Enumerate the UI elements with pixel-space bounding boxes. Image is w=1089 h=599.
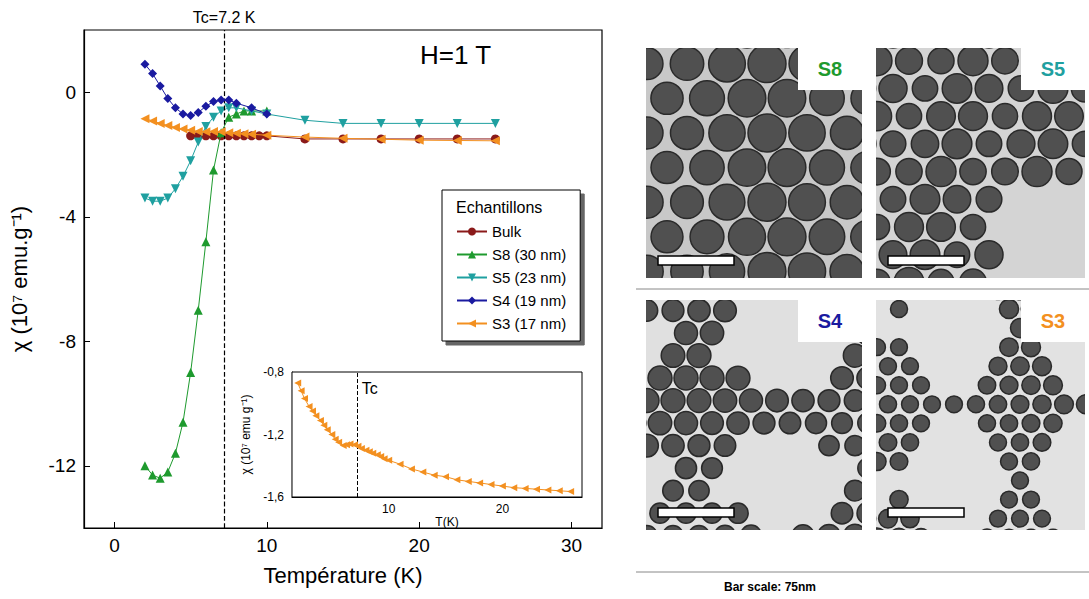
svg-text:S5: S5: [1041, 58, 1065, 80]
svg-text:-12: -12: [49, 455, 76, 476]
svg-text:-8: -8: [59, 331, 76, 352]
svg-text:H=1 T: H=1 T: [420, 40, 491, 70]
svg-text:-0,8: -0,8: [263, 365, 284, 379]
svg-text:-4: -4: [59, 206, 76, 227]
svg-text:S4: S4: [818, 310, 843, 332]
svg-text:0: 0: [109, 535, 120, 556]
svg-text:S3: S3: [1041, 310, 1065, 332]
svg-text:20: 20: [409, 535, 430, 556]
svg-text:30: 30: [561, 535, 582, 556]
svg-text:Tc: Tc: [362, 380, 378, 397]
svg-text:S3 (17 nm): S3 (17 nm): [492, 315, 566, 332]
svg-text:S8: S8: [818, 58, 842, 80]
svg-text:10: 10: [256, 535, 277, 556]
svg-text:χ (10⁷ emu.g⁻¹): χ (10⁷ emu.g⁻¹): [7, 206, 32, 352]
svg-text:-1,6: -1,6: [263, 490, 284, 504]
svg-text:χ (10⁷ emu g⁻¹): χ (10⁷ emu g⁻¹): [239, 395, 253, 475]
svg-text:Echantillons: Echantillons: [456, 199, 542, 216]
svg-text:Bar scale: 75nm: Bar scale: 75nm: [724, 580, 816, 594]
svg-text:Bulk: Bulk: [492, 223, 522, 240]
svg-text:S8 (30 nm): S8 (30 nm): [492, 246, 566, 263]
svg-text:-1,2: -1,2: [263, 428, 284, 442]
svg-text:T(K): T(K): [435, 515, 458, 529]
svg-text:Température (K): Température (K): [264, 563, 423, 588]
svg-text:S4 (19 nm): S4 (19 nm): [492, 292, 566, 309]
svg-text:Tc=7.2 K: Tc=7.2 K: [193, 9, 256, 26]
svg-text:20: 20: [496, 502, 510, 516]
svg-text:S5 (23 nm): S5 (23 nm): [492, 269, 566, 286]
svg-text:10: 10: [382, 502, 396, 516]
svg-text:0: 0: [65, 82, 76, 103]
